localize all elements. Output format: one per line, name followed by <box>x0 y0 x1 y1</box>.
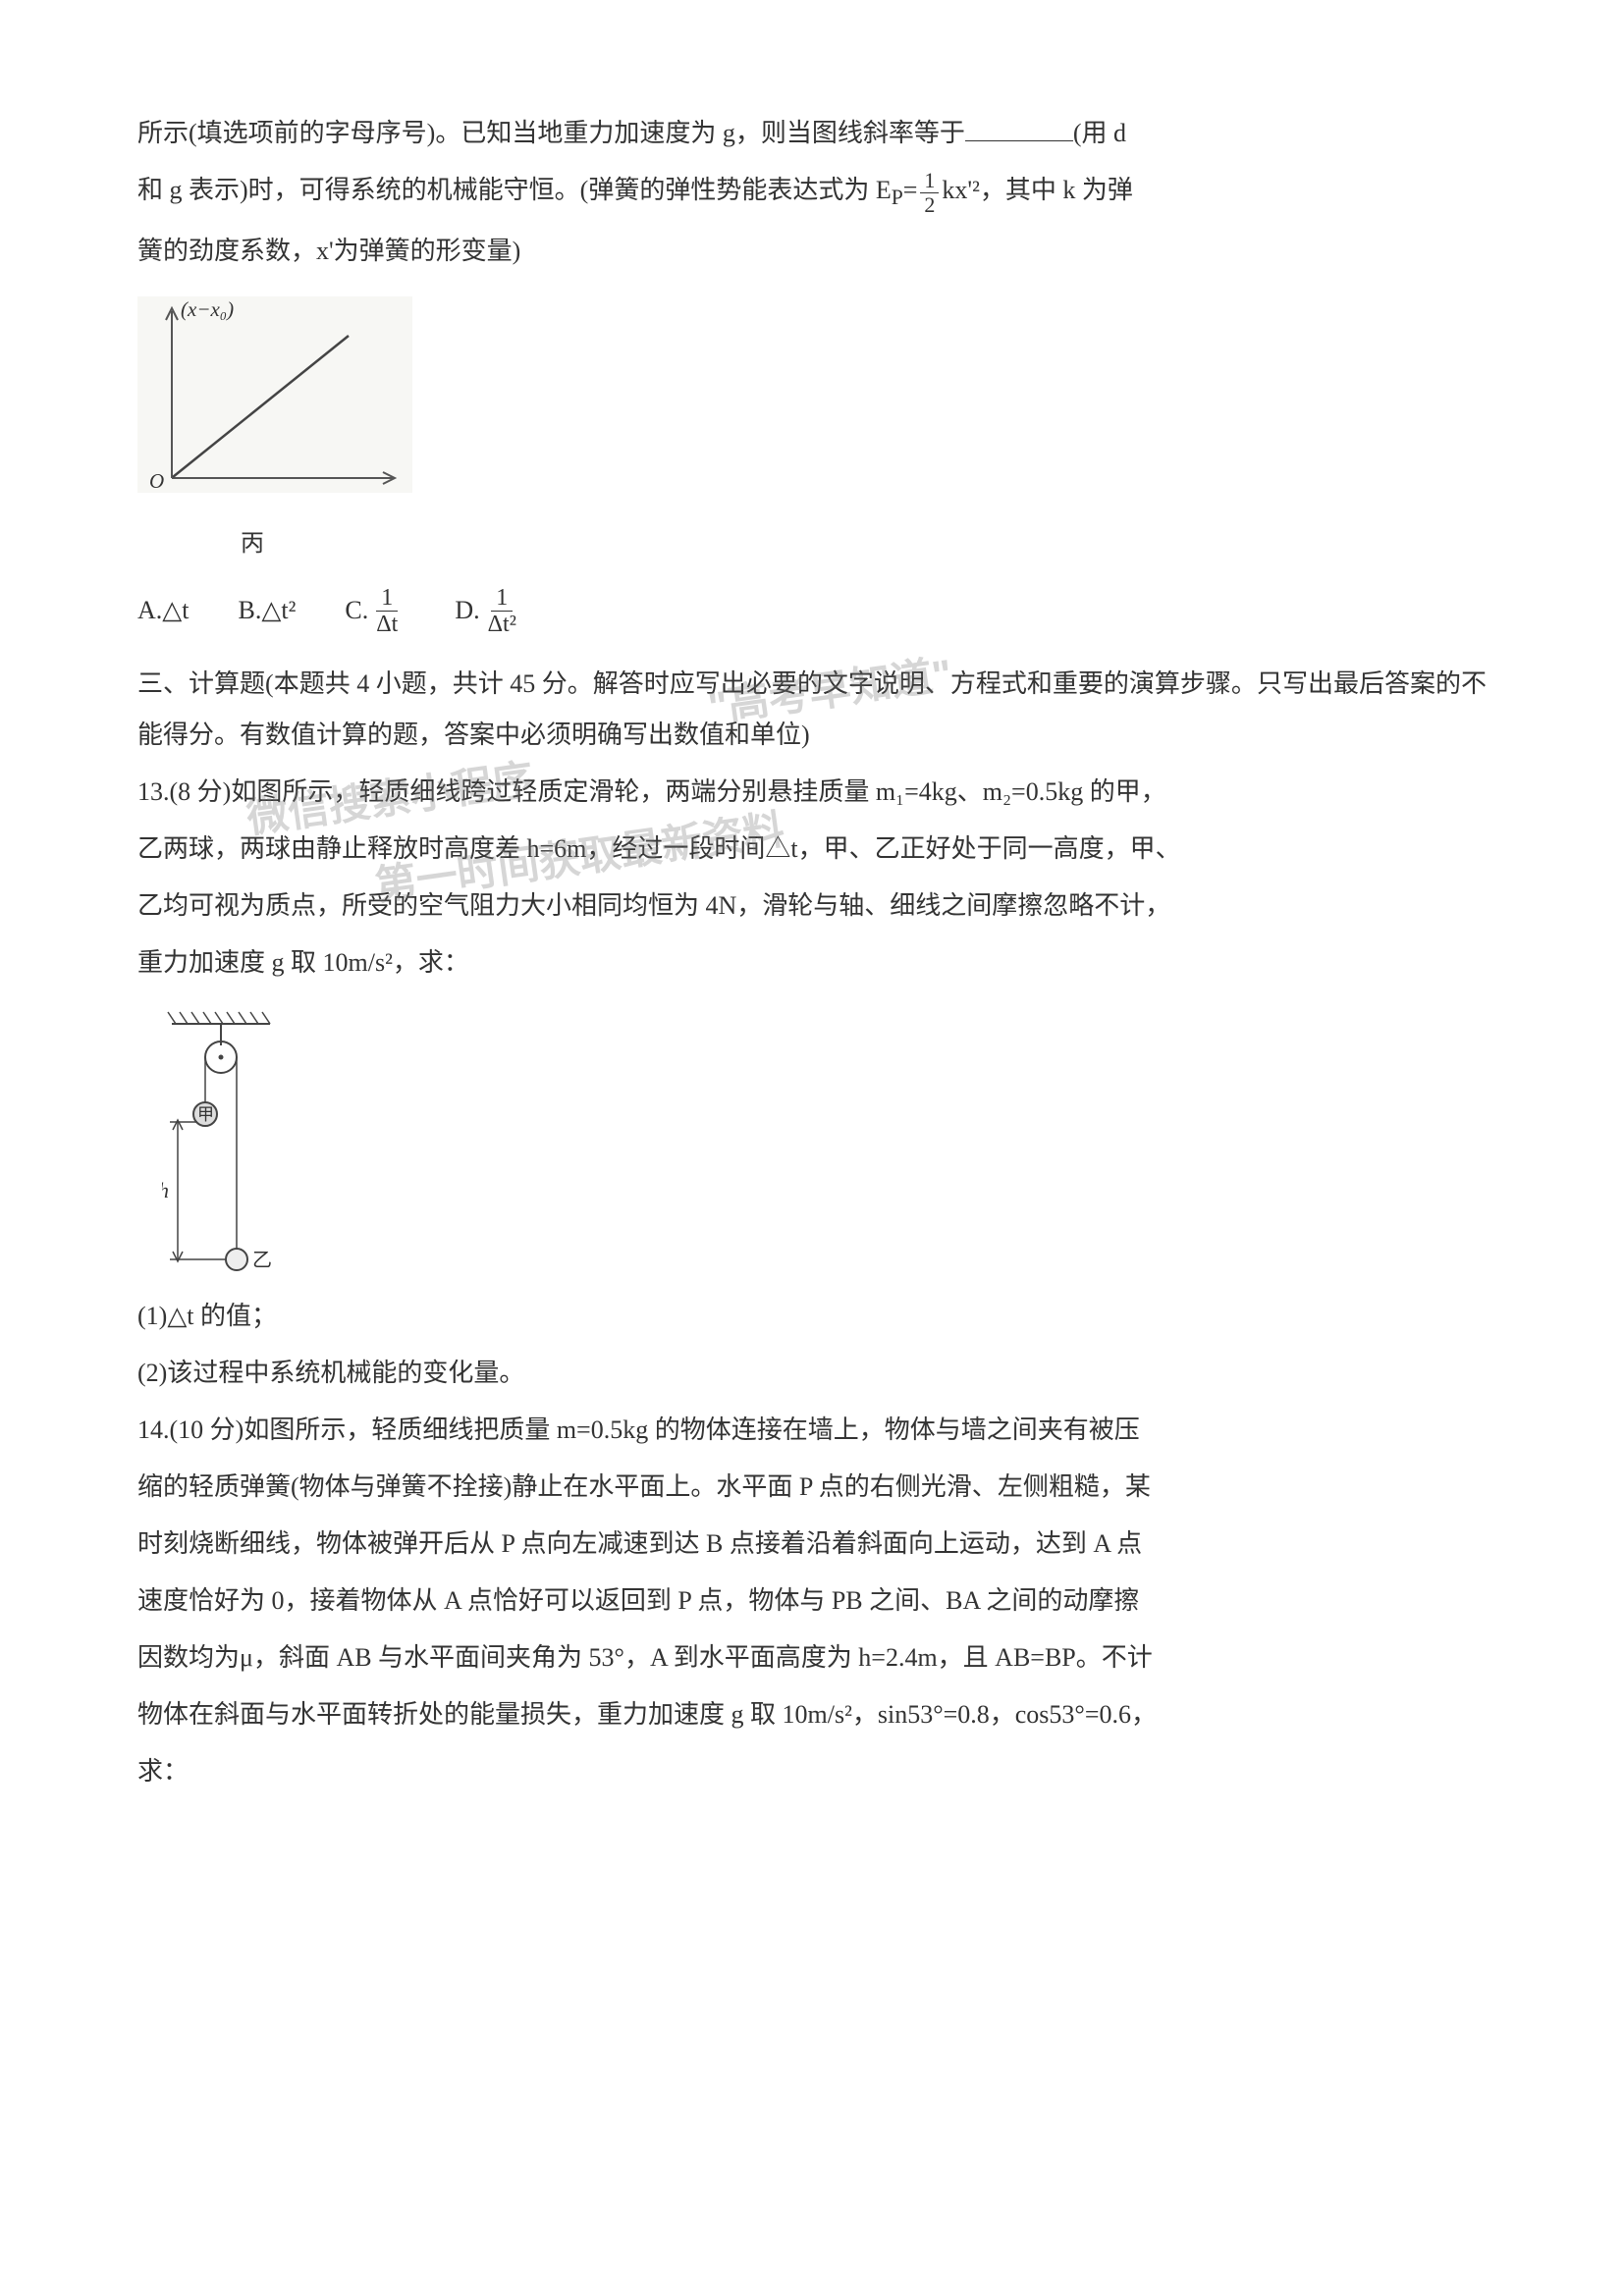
option-c-den: Δt <box>371 612 403 637</box>
document-content: 所示(填选项前的字母序号)。已知当地重力加速度为 g，则当图线斜率等于(用 d … <box>137 108 1487 1797</box>
section3-heading: 三、计算题(本题共 4 小题，共计 45 分。解答时应写出必要的文字说明、方程式… <box>137 659 1487 761</box>
option-c-fraction: 1 Δt <box>371 585 403 638</box>
q14-line4: 速度恰好为 0，接着物体从 A 点恰好可以返回到 P 点，物体与 PB 之间、B… <box>137 1575 1487 1627</box>
intro-line1: 所示(填选项前的字母序号)。已知当地重力加速度为 g，则当图线斜率等于 (用 d <box>137 108 1487 159</box>
option-a: A.△t <box>137 585 189 636</box>
option-d-fraction: 1 Δt² <box>483 585 521 638</box>
intro-text-1: 所示(填选项前的字母序号)。已知当地重力加速度为 g，则当图线斜率等于 <box>137 119 965 147</box>
pulley-diagram: 甲 乙 h <box>162 1006 319 1281</box>
q14-line3: 时刻烧断细线，物体被弹开后从 P 点向左减速到达 B 点接着沿着斜面向上运动，达… <box>137 1519 1487 1570</box>
origin-label: O <box>149 469 164 493</box>
frac-num: 1 <box>920 169 939 192</box>
option-a-label: A. <box>137 585 162 636</box>
q14-line5: 因数均为μ，斜面 AB 与水平面间夹角为 53°，A 到水平面高度为 h=2.4… <box>137 1632 1487 1683</box>
diagram-bing: (x−x₀) O <box>137 296 412 512</box>
q14-line1: 14.(10 分)如图所示，轻质细线把质量 m=0.5kg 的物体连接在墙上，物… <box>137 1405 1487 1456</box>
frac-den: 2 <box>920 193 939 216</box>
intro-text-3: 和 g 表示)时，可得系统的机械能守恒。(弹簧的弹性势能表达式为 E <box>137 176 892 204</box>
option-c: C. 1 Δt <box>345 585 406 638</box>
diagram-label-bing: 丙 <box>241 520 1487 567</box>
q14-line7: 求： <box>137 1746 1487 1797</box>
y-label: (x−x₀) <box>181 297 234 321</box>
option-c-num: 1 <box>376 585 398 612</box>
q14-line2: 缩的轻质弹簧(物体与弹簧不拴接)静止在水平面上。水平面 P 点的右侧光滑、左侧粗… <box>137 1462 1487 1513</box>
intro-line3: 簧的劲度系数，x'为弹簧的形变量) <box>137 226 1487 277</box>
diagram-bing-container: (x−x₀) O 丙 <box>137 296 1487 567</box>
q13-line2: 乙两球，两球由静止释放时高度差 h=6m，经过一段时间△t，甲、乙正好处于同一高… <box>137 824 1487 875</box>
option-b-label: B. <box>239 585 262 636</box>
label-h: h <box>162 1178 169 1202</box>
options-row: A.△t B.△t² C. 1 Δt D. 1 Δt² <box>137 585 1487 638</box>
intro-text-2: (用 d <box>1073 119 1126 147</box>
eq-sign: = <box>903 176 918 204</box>
label-jia: 甲 <box>197 1105 214 1124</box>
option-c-label: C. <box>345 585 368 636</box>
option-d: D. 1 Δt² <box>455 585 524 638</box>
q13-line4: 重力加速度 g 取 10m/s²，求： <box>137 937 1487 988</box>
intro-line2: 和 g 表示)时，可得系统的机械能守恒。(弹簧的弹性势能表达式为 EP=12kx… <box>137 165 1487 220</box>
subscript-p: P <box>892 186 903 209</box>
q13-line1: 13.(8 分)如图所示，轻质细线跨过轻质定滑轮，两端分别悬挂质量 m₁=4kg… <box>137 767 1487 818</box>
option-d-num: 1 <box>491 585 513 612</box>
option-b-value: △t² <box>261 585 296 636</box>
option-d-label: D. <box>455 585 479 636</box>
label-yi: 乙 <box>252 1250 272 1271</box>
q13-line3: 乙均可视为质点，所受的空气阻力大小相同均恒为 4N，滑轮与轴、细线之间摩擦忽略不… <box>137 881 1487 932</box>
blank-fill <box>965 111 1073 141</box>
pulley-svg: 甲 乙 h <box>162 1006 319 1281</box>
diagram-bing-svg: (x−x₀) O <box>137 296 412 512</box>
option-b: B.△t² <box>239 585 297 636</box>
pulley-center <box>219 1055 224 1060</box>
fraction-half: 12 <box>920 169 939 215</box>
option-a-value: △t <box>162 585 189 636</box>
q14-line6: 物体在斜面与水平面转折处的能量损失，重力加速度 g 取 10m/s²，sin53… <box>137 1689 1487 1740</box>
intro-text-4: kx'²，其中 k 为弹 <box>942 176 1132 204</box>
q13-sub2: (2)该过程中系统机械能的变化量。 <box>137 1348 1487 1399</box>
ball-yi <box>226 1249 247 1270</box>
hatching <box>168 1012 270 1024</box>
option-d-den: Δt² <box>483 612 521 637</box>
q13-sub1: (1)△t 的值； <box>137 1291 1487 1342</box>
